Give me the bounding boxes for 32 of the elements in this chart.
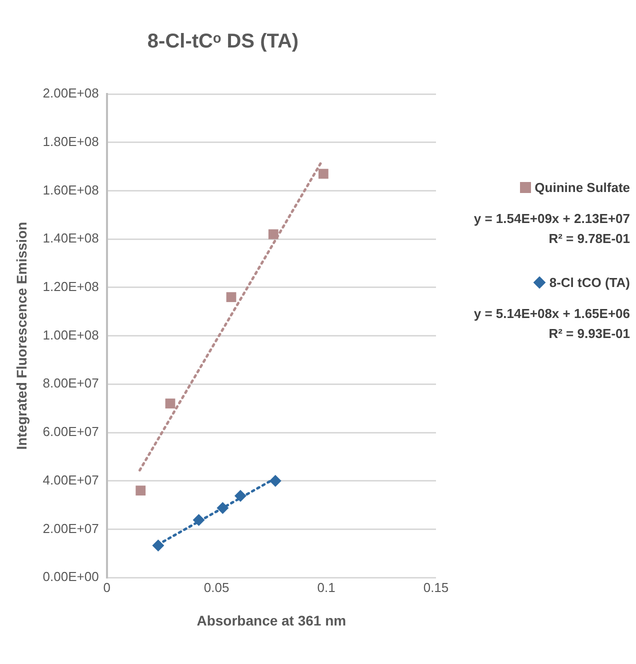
- y-tick-label: 1.80E+08: [42, 134, 99, 149]
- point: [136, 486, 146, 496]
- y-tick-label: 0.00E+00: [42, 569, 99, 584]
- y-tick-label: 1.20E+08: [42, 279, 99, 294]
- y-tick-label: 4.00E+07: [42, 472, 99, 488]
- x-tick-label: 0: [103, 580, 110, 595]
- point: [152, 539, 164, 552]
- x-tick-label: 0.1: [317, 580, 336, 595]
- y-tick-label: 1.00E+08: [42, 327, 99, 342]
- point: [268, 229, 278, 240]
- point: [318, 168, 328, 179]
- point: [192, 514, 205, 526]
- y-tick-label: 8.00E+07: [42, 376, 99, 391]
- y-tick-label: 2.00E+07: [42, 520, 99, 536]
- legend-label: 8-Cl tCO (TA): [549, 275, 630, 290]
- point: [165, 398, 176, 408]
- y-tick-label: 1.40E+08: [42, 230, 99, 246]
- point: [234, 490, 246, 502]
- point: [216, 502, 229, 514]
- y-axis-title: Integrated Fluorescence Emission: [13, 222, 30, 450]
- x-tick-label: 0.15: [423, 580, 449, 595]
- point: [226, 292, 236, 302]
- point: [269, 474, 282, 487]
- legend-label: Quinine Sulfate: [534, 180, 630, 195]
- text: y = 5.14E+08x + 1.65E+06 R² = 9.93E-01: [472, 305, 630, 343]
- text: y = 1.54E+09x + 2.13E+07 R² = 9.78E-01: [472, 210, 630, 248]
- y-tick-label: 1.60E+08: [42, 182, 99, 198]
- x-axis-title: Absorbance at 361 nm: [196, 612, 346, 628]
- y-tick-label: 2.00E+08: [42, 86, 99, 101]
- chart-title: 8-Cl-tCᵒ DS (TA): [147, 30, 299, 53]
- x-tick-label: 0.05: [204, 580, 230, 595]
- y-tick-label: 6.00E+07: [42, 424, 99, 440]
